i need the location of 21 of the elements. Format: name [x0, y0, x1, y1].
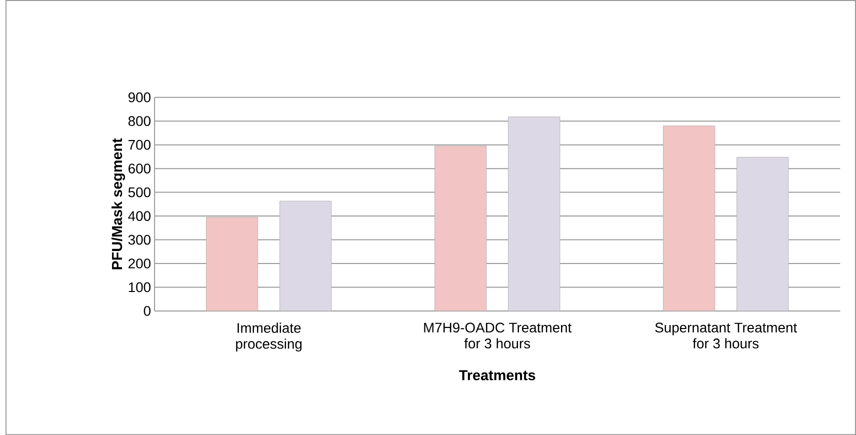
- y-tick-label: 0: [144, 306, 150, 316]
- y-tick-label: 200: [128, 258, 150, 268]
- bar: [736, 156, 789, 311]
- y-tick-label: 100: [128, 282, 150, 292]
- y-tick-label: 400: [128, 211, 150, 221]
- x-tick-label: Immediate processing: [236, 322, 302, 352]
- x-tick-label: Supernatant Treatment for 3 hours: [655, 322, 797, 348]
- y-tick-label: 300: [128, 234, 150, 245]
- bar: [663, 126, 716, 311]
- bar: [508, 116, 560, 311]
- bar: [206, 216, 258, 311]
- x-axis-title: Treatments: [459, 370, 536, 380]
- y-axis-title: PFU/Mask segment: [112, 138, 126, 270]
- y-tick-label: 600: [128, 164, 150, 174]
- y-tick-label: 500: [128, 187, 150, 198]
- y-tick-label: 700: [128, 140, 150, 150]
- y-tick-label: 800: [128, 116, 150, 126]
- bar: [280, 200, 332, 311]
- x-tick-label: M7H9-OADC Treatment for 3 hours: [424, 322, 572, 348]
- bar: [434, 146, 487, 311]
- y-tick-label: 900: [128, 92, 150, 102]
